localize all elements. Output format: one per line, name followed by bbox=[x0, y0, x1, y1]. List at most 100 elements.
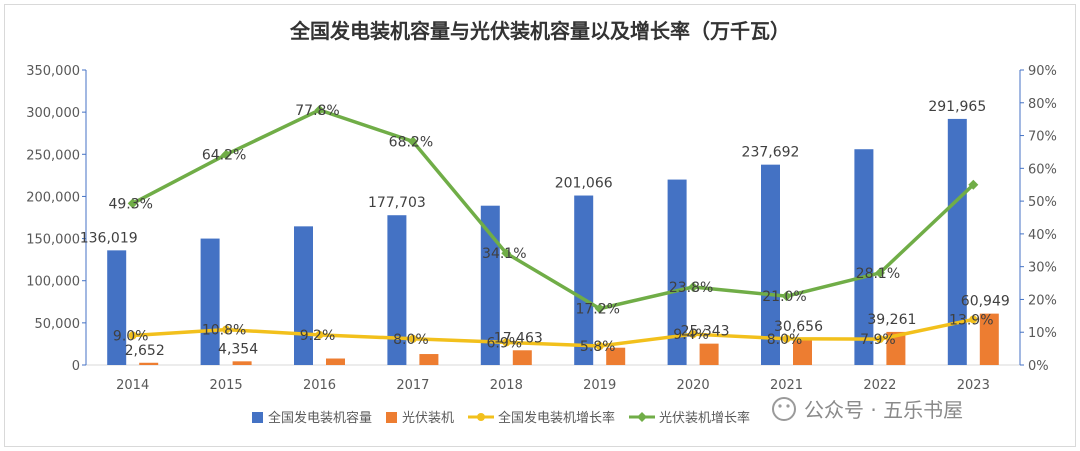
data-label: 68.2% bbox=[389, 134, 433, 150]
bar bbox=[294, 226, 313, 365]
y-left-tick-label: 350,000 bbox=[26, 64, 80, 79]
bar bbox=[606, 347, 626, 365]
data-label: 10.8% bbox=[202, 323, 246, 339]
data-label: 8.0% bbox=[767, 332, 803, 348]
bar bbox=[200, 238, 220, 365]
data-label: 5.8% bbox=[580, 339, 616, 355]
line-point bbox=[968, 179, 979, 190]
data-label: 21.0% bbox=[762, 289, 806, 305]
data-label: 8.0% bbox=[393, 332, 429, 348]
data-label: 28.1% bbox=[856, 266, 900, 282]
legend-swatch bbox=[252, 412, 263, 423]
legend-swatch bbox=[386, 412, 397, 423]
y-right-tick-label: 40% bbox=[1028, 228, 1057, 243]
data-label: 77.8% bbox=[295, 103, 339, 119]
bar bbox=[886, 331, 906, 365]
x-tick-label: 2023 bbox=[957, 378, 990, 393]
x-tick-label: 2014 bbox=[116, 378, 149, 393]
data-label: 17.2% bbox=[575, 302, 619, 318]
y-right-tick-label: 20% bbox=[1028, 293, 1057, 308]
data-label: 17,463 bbox=[494, 330, 543, 346]
lines bbox=[127, 104, 979, 350]
legend-label: 光伏装机增长率 bbox=[659, 410, 750, 426]
data-label: 13.9% bbox=[949, 312, 993, 328]
line-point bbox=[781, 291, 792, 302]
x-tick-label: 2016 bbox=[303, 378, 336, 393]
x-tick-label: 2018 bbox=[490, 378, 523, 393]
data-label: 30,656 bbox=[774, 319, 823, 335]
watermark-text: 公众号 · 五乐书屋 bbox=[804, 398, 963, 422]
line-point bbox=[502, 338, 511, 347]
chart-title: 全国发电装机容量与光伏装机容量以及增长率（万千瓦） bbox=[289, 19, 790, 43]
y-left-tick-label: 150,000 bbox=[26, 233, 80, 248]
wechat-icon-eye-right bbox=[786, 404, 790, 408]
data-label: 2,652 bbox=[125, 343, 165, 359]
data-label: 201,066 bbox=[555, 176, 613, 192]
watermark: 公众号 · 五乐书屋 bbox=[772, 397, 963, 422]
line-point bbox=[501, 248, 512, 259]
y-right-tick-label: 60% bbox=[1028, 162, 1057, 177]
series-line bbox=[131, 108, 975, 311]
line-point bbox=[222, 325, 231, 334]
y-right-tick-label: 10% bbox=[1028, 326, 1057, 341]
legend-label: 光伏装机 bbox=[402, 411, 454, 426]
data-label: 39,261 bbox=[867, 312, 916, 328]
bars bbox=[107, 118, 999, 365]
y-left-tick-label: 200,000 bbox=[26, 190, 80, 205]
y-right-tick-label: 50% bbox=[1028, 195, 1057, 210]
line-point bbox=[874, 267, 885, 278]
line-point bbox=[221, 149, 232, 160]
data-label: 25,343 bbox=[681, 324, 730, 340]
x-tick-label: 2017 bbox=[396, 378, 429, 393]
line-point bbox=[782, 334, 791, 343]
line-point bbox=[875, 335, 884, 344]
data-label: 177,703 bbox=[368, 195, 426, 211]
data-label: 136,019 bbox=[80, 230, 138, 246]
line-point bbox=[314, 104, 325, 115]
data-label: 6.9% bbox=[487, 335, 523, 351]
data-labels: 136,019 177,703 201,066 237,692 291,965 2,652… bbox=[80, 99, 1010, 359]
wechat-icon-eye-left bbox=[778, 404, 782, 408]
bar bbox=[387, 215, 407, 365]
y-right-tick-label: 90% bbox=[1028, 64, 1057, 79]
line-point bbox=[315, 330, 324, 339]
bar bbox=[574, 195, 594, 365]
y-left-tick-label: 100,000 bbox=[26, 275, 80, 290]
y-left-tick-label: 250,000 bbox=[26, 148, 80, 163]
y-left-tick-label: 50,000 bbox=[35, 317, 81, 332]
y-right-tick-label: 80% bbox=[1028, 97, 1057, 112]
bar bbox=[793, 339, 812, 365]
data-label: 9.4% bbox=[673, 327, 709, 343]
line-point bbox=[594, 303, 605, 314]
line-point bbox=[969, 315, 978, 324]
series-line bbox=[132, 317, 974, 348]
line-point bbox=[407, 136, 418, 147]
legend-label: 全国发电装机容量 bbox=[268, 410, 372, 426]
wechat-icon bbox=[772, 397, 796, 421]
data-label: 49.3% bbox=[108, 196, 152, 212]
line-point bbox=[595, 341, 604, 350]
bar bbox=[947, 118, 967, 365]
chart-frame bbox=[4, 4, 1076, 447]
data-label: 34.1% bbox=[482, 246, 526, 262]
x-tick-label: 2015 bbox=[210, 378, 243, 393]
y-left-tick-label: 300,000 bbox=[26, 106, 80, 121]
y-right-tick-label: 70% bbox=[1028, 130, 1057, 145]
bar bbox=[979, 313, 999, 365]
data-label: 291,965 bbox=[928, 99, 986, 115]
x-tick-label: 2020 bbox=[677, 378, 710, 393]
x-tick-label: 2021 bbox=[770, 378, 803, 393]
data-label: 7.9% bbox=[860, 332, 896, 348]
line-point bbox=[127, 198, 138, 209]
line-point bbox=[689, 330, 698, 339]
data-label: 64.2% bbox=[202, 148, 246, 164]
y-left-tick-label: 0 bbox=[72, 359, 80, 374]
data-label: 60,949 bbox=[961, 294, 1010, 310]
data-label: 23.8% bbox=[669, 280, 713, 296]
bar bbox=[699, 343, 719, 365]
legend-label: 全国发电装机增长率 bbox=[498, 410, 615, 426]
data-label: 9.0% bbox=[113, 329, 149, 345]
data-label: 237,692 bbox=[742, 145, 800, 161]
x-tick-label: 2019 bbox=[583, 378, 616, 393]
